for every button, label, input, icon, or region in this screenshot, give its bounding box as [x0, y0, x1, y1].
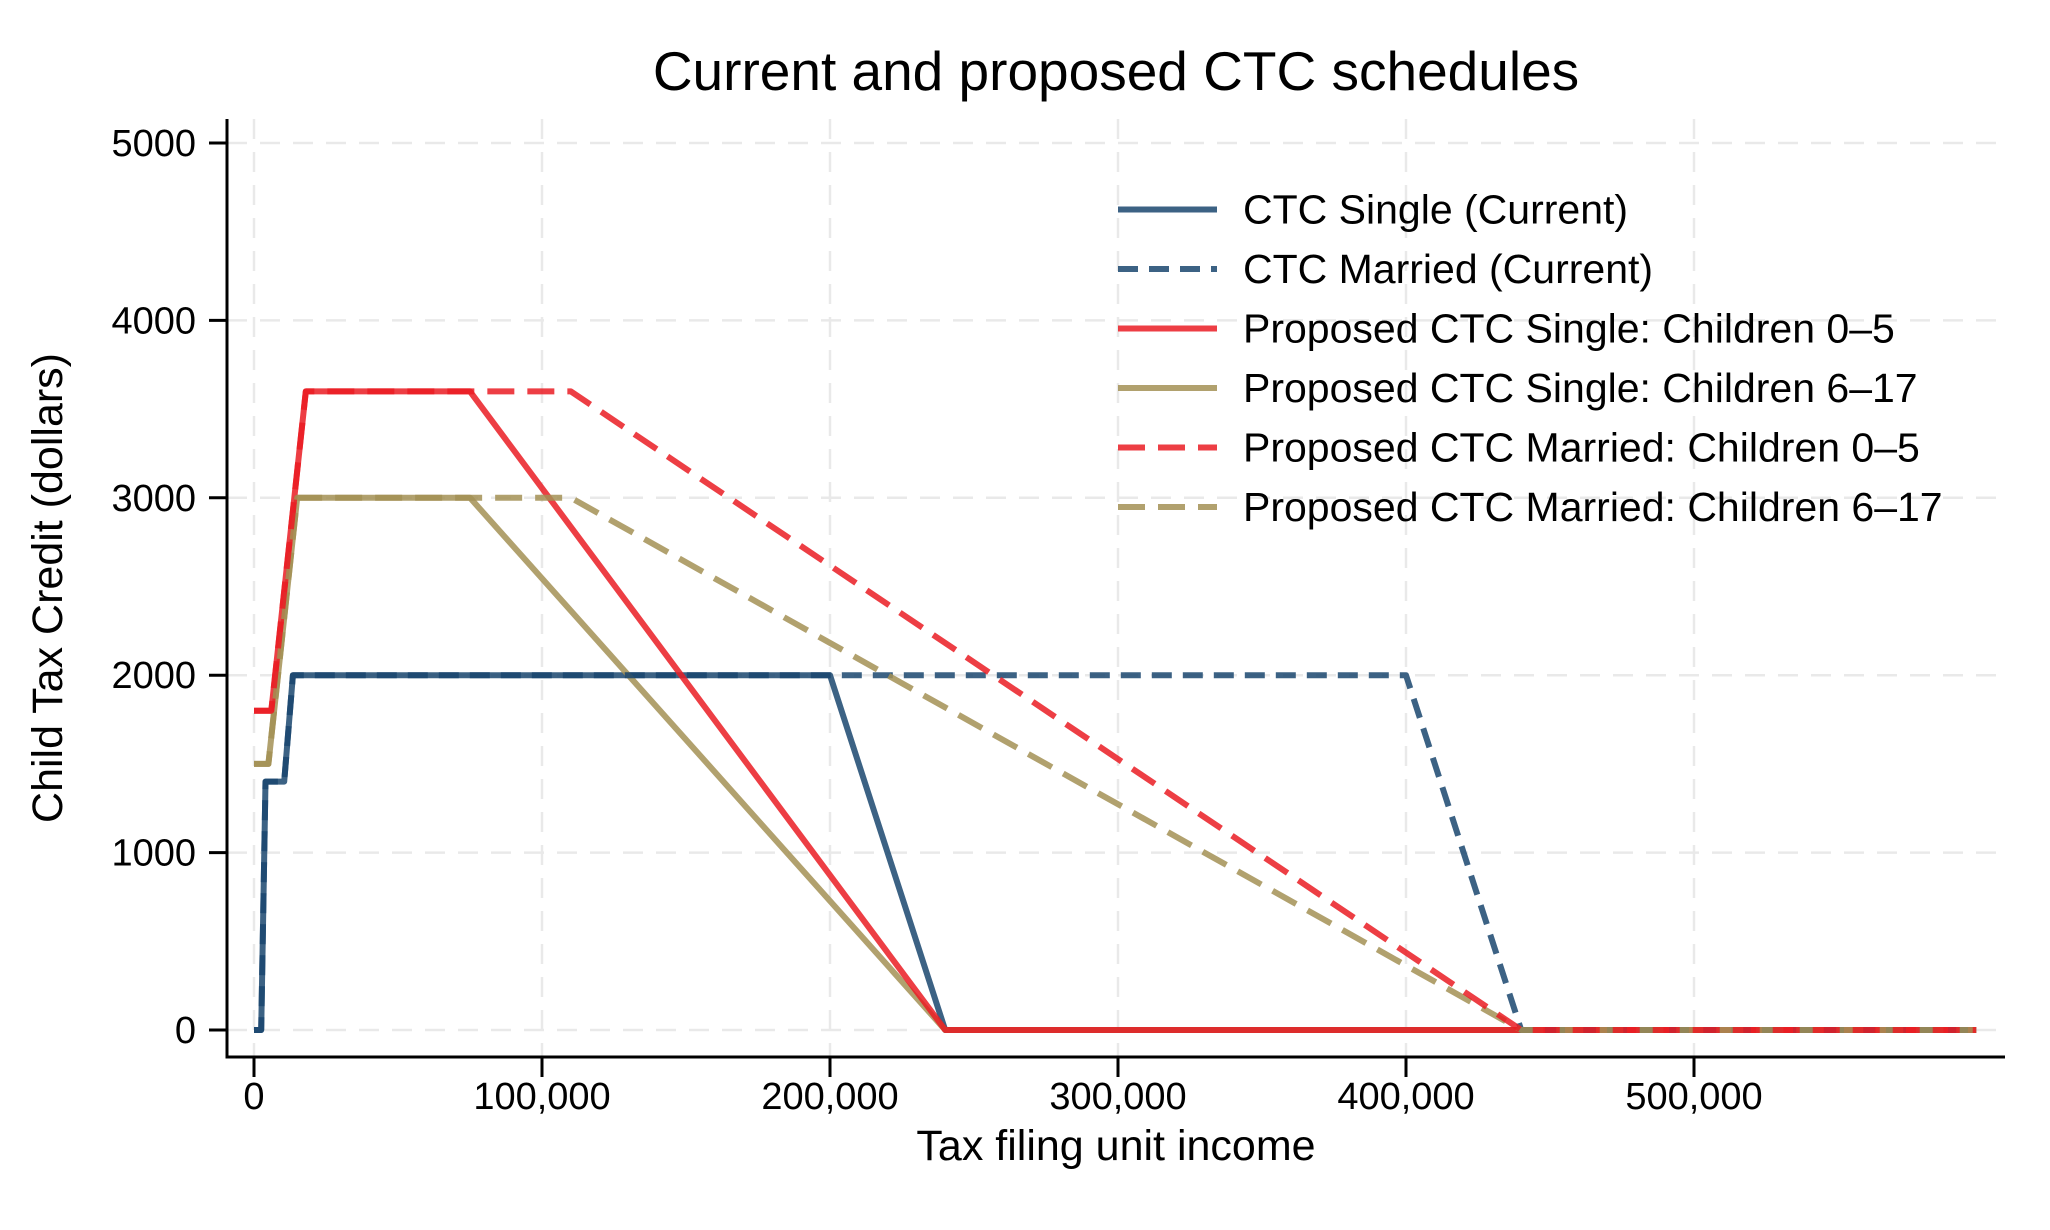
x-tick-label: 0	[243, 1076, 264, 1118]
legend-label-4: Proposed CTC Married: Children 0–5	[1243, 425, 1920, 471]
gridlines	[227, 119, 2005, 1057]
tick-marks-and-labels: 0 100,000 200,000 300,000 400,000 500,000 0 100…	[111, 123, 1762, 1118]
x-tick-label: 500,000	[1625, 1076, 1762, 1118]
y-tick-label: 4000	[111, 300, 196, 342]
y-tick-label: 1000	[111, 833, 196, 875]
y-tick-label: 3000	[111, 478, 196, 520]
chart-title: Current and proposed CTC schedules	[653, 40, 1579, 102]
legend-label-2: Proposed CTC Single: Children 0–5	[1243, 306, 1895, 352]
x-axis-label: Tax filing unit income	[916, 1122, 1315, 1170]
legend: CTC Single (Current) CTC Married (Current…	[1118, 187, 1943, 530]
y-tick-label: 0	[175, 1010, 196, 1052]
y-tick-label: 2000	[111, 655, 196, 697]
axes	[225, 119, 2005, 1059]
y-axis-label: Child Tax Credit (dollars)	[24, 353, 72, 823]
series-line-5	[254, 494, 1977, 1033]
legend-label-0: CTC Single (Current)	[1243, 187, 1628, 233]
x-tick-label: 100,000	[473, 1076, 610, 1118]
series-line-1	[254, 672, 1977, 1033]
x-tick-label: 200,000	[761, 1076, 898, 1118]
y-tick-label: 5000	[111, 123, 196, 165]
legend-label-5: Proposed CTC Married: Children 6–17	[1243, 484, 1943, 530]
legend-label-3: Proposed CTC Single: Children 6–17	[1243, 365, 1918, 411]
series-line-4	[254, 388, 1977, 1033]
x-tick-label: 400,000	[1337, 1076, 1474, 1118]
plot-series	[254, 388, 1977, 1033]
x-tick-label: 300,000	[1049, 1076, 1186, 1118]
legend-label-1: CTC Married (Current)	[1243, 246, 1653, 292]
series-line-3	[254, 494, 1977, 1033]
